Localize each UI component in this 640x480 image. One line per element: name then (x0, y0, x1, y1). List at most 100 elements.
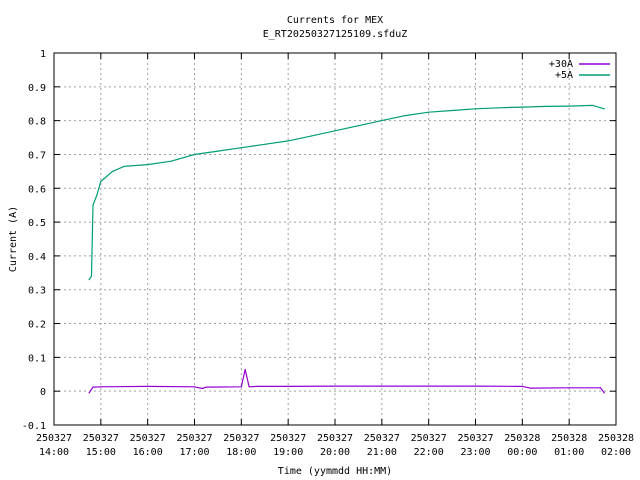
series-point-0 (244, 368, 246, 371)
series-point-1 (88, 279, 90, 281)
x-tick-time-label: 16:00 (133, 447, 163, 458)
series-point-1 (474, 108, 477, 110)
y-tick-label: 0.9 (28, 83, 46, 94)
series-point-0 (568, 387, 570, 389)
series-point-1 (568, 105, 570, 107)
series-point-1 (123, 165, 125, 167)
y-tick-label: 0.3 (28, 286, 46, 297)
series-point-0 (248, 386, 250, 388)
y-tick-label: 0.8 (28, 117, 46, 128)
series-point-1 (111, 170, 114, 172)
y-tick-label: 0.5 (28, 218, 46, 229)
y-axis-label: Current (A) (8, 206, 19, 272)
series-point-0 (599, 387, 602, 389)
x-tick-date-label: 250327 (176, 433, 212, 444)
y-tick-label: 0.7 (28, 150, 46, 161)
series-point-0 (287, 385, 289, 387)
x-tick-date-label: 250328 (504, 433, 540, 444)
x-tick-time-label: 02:00 (601, 447, 631, 458)
series-point-1 (217, 150, 219, 152)
x-tick-time-label: 22:00 (414, 447, 444, 458)
x-tick-date-label: 250327 (317, 433, 353, 444)
x-tick-date-label: 250327 (130, 433, 166, 444)
series-point-1 (264, 143, 266, 145)
x-tick-time-label: 18:00 (226, 447, 256, 458)
x-tick-time-label: 17:00 (179, 447, 209, 458)
x-tick-time-label: 15:00 (86, 447, 116, 458)
x-tick-time-label: 01:00 (554, 447, 584, 458)
series-point-1 (357, 125, 359, 127)
grid-layer (54, 53, 616, 425)
x-tick-date-label: 250327 (364, 433, 400, 444)
series-point-0 (381, 385, 383, 387)
series-point-0 (201, 387, 203, 390)
series-point-1 (545, 105, 547, 107)
y-tick-label: -0.1 (22, 421, 46, 432)
series-point-1 (147, 164, 149, 166)
x-tick-date-label: 250327 (36, 433, 72, 444)
series-point-0 (521, 385, 523, 387)
series-point-0 (240, 386, 242, 388)
series-point-1 (92, 204, 94, 206)
series-point-1 (193, 153, 196, 156)
legend-label: +5A (555, 70, 573, 81)
series-point-0 (88, 392, 90, 394)
series-point-1 (90, 275, 93, 277)
x-axis-label: Time (yymmdd HH:MM) (278, 466, 392, 477)
x-tick-date-label: 250327 (457, 433, 493, 444)
x-tick-time-label: 19:00 (273, 447, 303, 458)
series-point-1 (603, 108, 605, 110)
x-tick-time-label: 23:00 (460, 447, 490, 458)
y-tick-label: 0.2 (28, 320, 46, 331)
series-point-0 (474, 385, 477, 387)
series-point-0 (428, 385, 430, 387)
series-point-1 (592, 104, 594, 106)
x-tick-time-label: 14:00 (39, 447, 69, 458)
series-point-1 (287, 140, 289, 142)
legend: +30A+5A (549, 59, 610, 81)
series-line-1 (88, 104, 605, 280)
legend-label: +30A (549, 59, 573, 70)
chart-subtitle: E_RT20250327125109.sfduZ (263, 29, 408, 40)
x-tick-date-label: 250327 (223, 433, 259, 444)
chart-title: Currents for MEX (287, 15, 383, 26)
series-point-0 (334, 385, 336, 387)
series-point-0 (603, 392, 605, 394)
x-tick-time-label: 21:00 (367, 447, 397, 458)
y-tick-label: 0.1 (28, 353, 46, 364)
series-layer (88, 104, 605, 394)
series-point-0 (193, 386, 196, 388)
tick-layer: -0.1 0 0.1 0.2 0.3 0.4 0.5 0.6 0.7 0.8 0.9 1 250327 1… (22, 49, 634, 458)
y-tick-label: 0 (40, 387, 46, 398)
series-point-1 (521, 106, 523, 108)
series-point-1 (100, 180, 102, 183)
series-point-1 (170, 160, 172, 162)
series-point-1 (311, 135, 313, 137)
series-point-0 (529, 387, 531, 389)
series-point-1 (428, 111, 430, 113)
x-tick-time-label: 00:00 (507, 447, 537, 458)
x-tick-date-label: 250327 (270, 433, 306, 444)
x-tick-date-label: 250328 (551, 433, 587, 444)
x-tick-date-label: 250328 (598, 433, 634, 444)
series-point-0 (256, 385, 258, 387)
y-tick-label: 1 (40, 49, 46, 60)
series-point-1 (381, 120, 383, 122)
series-point-1 (240, 147, 242, 149)
series-point-1 (334, 130, 336, 132)
y-tick-label: 0.4 (28, 252, 46, 263)
series-point-1 (451, 109, 453, 112)
y-tick-label: 0.6 (28, 184, 46, 195)
series-point-0 (147, 385, 149, 387)
series-point-1 (404, 115, 406, 117)
x-tick-date-label: 250327 (411, 433, 447, 444)
series-point-1 (96, 194, 98, 196)
series-point-0 (205, 386, 207, 388)
x-tick-date-label: 250327 (83, 433, 119, 444)
series-point-0 (100, 386, 102, 388)
series-point-1 (498, 107, 500, 109)
x-tick-time-label: 20:00 (320, 447, 350, 458)
series-point-0 (92, 386, 94, 388)
